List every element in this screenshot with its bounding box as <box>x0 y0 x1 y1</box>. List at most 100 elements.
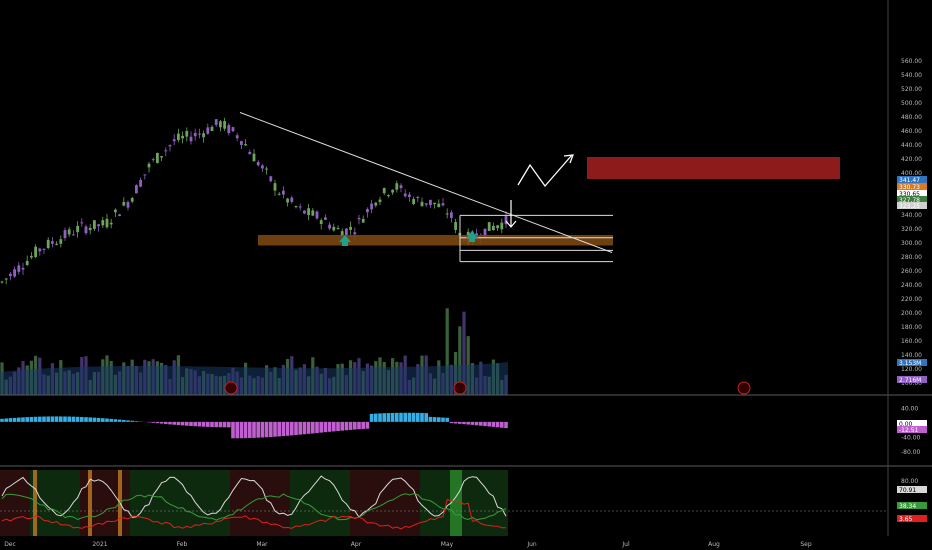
momentum-bar <box>390 412 395 422</box>
candle <box>433 202 436 205</box>
oscillator-pane[interactable] <box>0 470 888 536</box>
candle <box>118 214 121 217</box>
time-tick: 2021 <box>92 541 107 548</box>
price-tick: 400.00 <box>901 170 922 177</box>
momentum-bar <box>369 413 374 422</box>
candle <box>387 195 390 197</box>
candle <box>97 224 100 227</box>
momentum-bar <box>67 416 71 422</box>
momentum-bar <box>411 412 416 422</box>
price-label-box <box>897 190 927 197</box>
candle <box>193 132 197 137</box>
momentum-bar <box>134 421 139 422</box>
candle <box>156 152 159 164</box>
candle <box>374 202 378 206</box>
candle <box>59 239 63 244</box>
price-tick: 440.00 <box>901 142 922 149</box>
price-tick: 320.00 <box>901 226 922 233</box>
candle <box>219 121 222 128</box>
price-label-box <box>897 196 927 203</box>
momentum-bar <box>206 421 210 427</box>
oscillator-label-box <box>897 486 927 493</box>
momentum-bar <box>264 421 269 438</box>
momentum-bar <box>201 421 206 427</box>
time-tick: Feb <box>177 541 188 548</box>
momentum-bar <box>29 416 34 422</box>
price-tick: 520.00 <box>901 86 922 93</box>
momentum-bar <box>248 421 252 438</box>
momentum-bar <box>17 417 21 422</box>
momentum-bar <box>185 421 189 426</box>
momentum-bar <box>239 421 244 439</box>
momentum-bar <box>231 421 235 439</box>
momentum-bar <box>407 412 412 422</box>
candle <box>475 233 478 237</box>
candle <box>168 145 172 147</box>
momentum-bar <box>243 421 248 439</box>
volume-bar <box>458 326 462 395</box>
candle <box>72 234 75 236</box>
momentum-bar <box>470 421 475 425</box>
momentum-label-box <box>897 420 927 427</box>
price-label: 330.73 <box>899 184 920 191</box>
price-label-box <box>897 176 927 183</box>
momentum-bar <box>487 421 491 427</box>
momentum-bar <box>382 413 386 422</box>
momentum-pane[interactable] <box>0 412 508 439</box>
momentum-bar <box>311 421 315 434</box>
oscillator-band <box>290 470 350 536</box>
momentum-bar <box>33 416 38 422</box>
candle <box>395 183 399 190</box>
candle <box>93 220 96 229</box>
volume-average-area <box>0 362 508 395</box>
price-pane[interactable] <box>0 118 508 395</box>
candle <box>437 203 441 208</box>
candle <box>332 226 336 231</box>
momentum-bar <box>441 417 445 422</box>
momentum-bar <box>147 421 151 423</box>
momentum-bar <box>344 421 349 431</box>
candle <box>261 165 264 169</box>
momentum-bar <box>130 420 134 422</box>
candle <box>21 267 25 270</box>
candle <box>160 156 163 158</box>
price-tick: 160.00 <box>901 338 922 345</box>
momentum-bar <box>378 413 382 422</box>
momentum-bar <box>235 421 239 439</box>
momentum-bar <box>285 421 290 436</box>
momentum-bar <box>176 421 181 426</box>
price-tick: 540.00 <box>901 72 922 79</box>
momentum-bar <box>273 421 277 437</box>
momentum-bar <box>117 419 122 422</box>
candle <box>324 217 327 220</box>
candle <box>55 243 58 245</box>
momentum-bar <box>4 418 8 422</box>
momentum-bar <box>420 412 424 422</box>
momentum-tick: 40.00 <box>901 405 918 412</box>
momentum-bar <box>449 421 454 424</box>
momentum-bar <box>126 420 130 422</box>
time-tick: Jul <box>621 541 630 548</box>
candle <box>143 174 147 176</box>
candle <box>273 183 277 191</box>
time-tick: May <box>441 541 454 548</box>
momentum-label: -12.51 <box>899 427 919 434</box>
momentum-bar <box>218 421 223 428</box>
oscillator-band <box>130 470 230 536</box>
momentum-bar <box>92 417 97 422</box>
candle <box>504 216 508 225</box>
momentum-bar <box>252 421 256 438</box>
momentum-bar <box>189 421 193 426</box>
candle <box>340 231 344 238</box>
candle <box>130 197 134 202</box>
oscillator-tick: 80.00 <box>901 478 918 485</box>
oscillator-label: 3.65 <box>899 516 913 523</box>
oscillator-label-box <box>897 515 927 522</box>
momentum-bar <box>453 421 458 424</box>
momentum-tick: -40.00 <box>901 434 921 441</box>
candle <box>214 119 218 125</box>
candle <box>88 227 92 231</box>
candle <box>17 265 21 272</box>
price-label: 323.25 <box>899 203 920 210</box>
